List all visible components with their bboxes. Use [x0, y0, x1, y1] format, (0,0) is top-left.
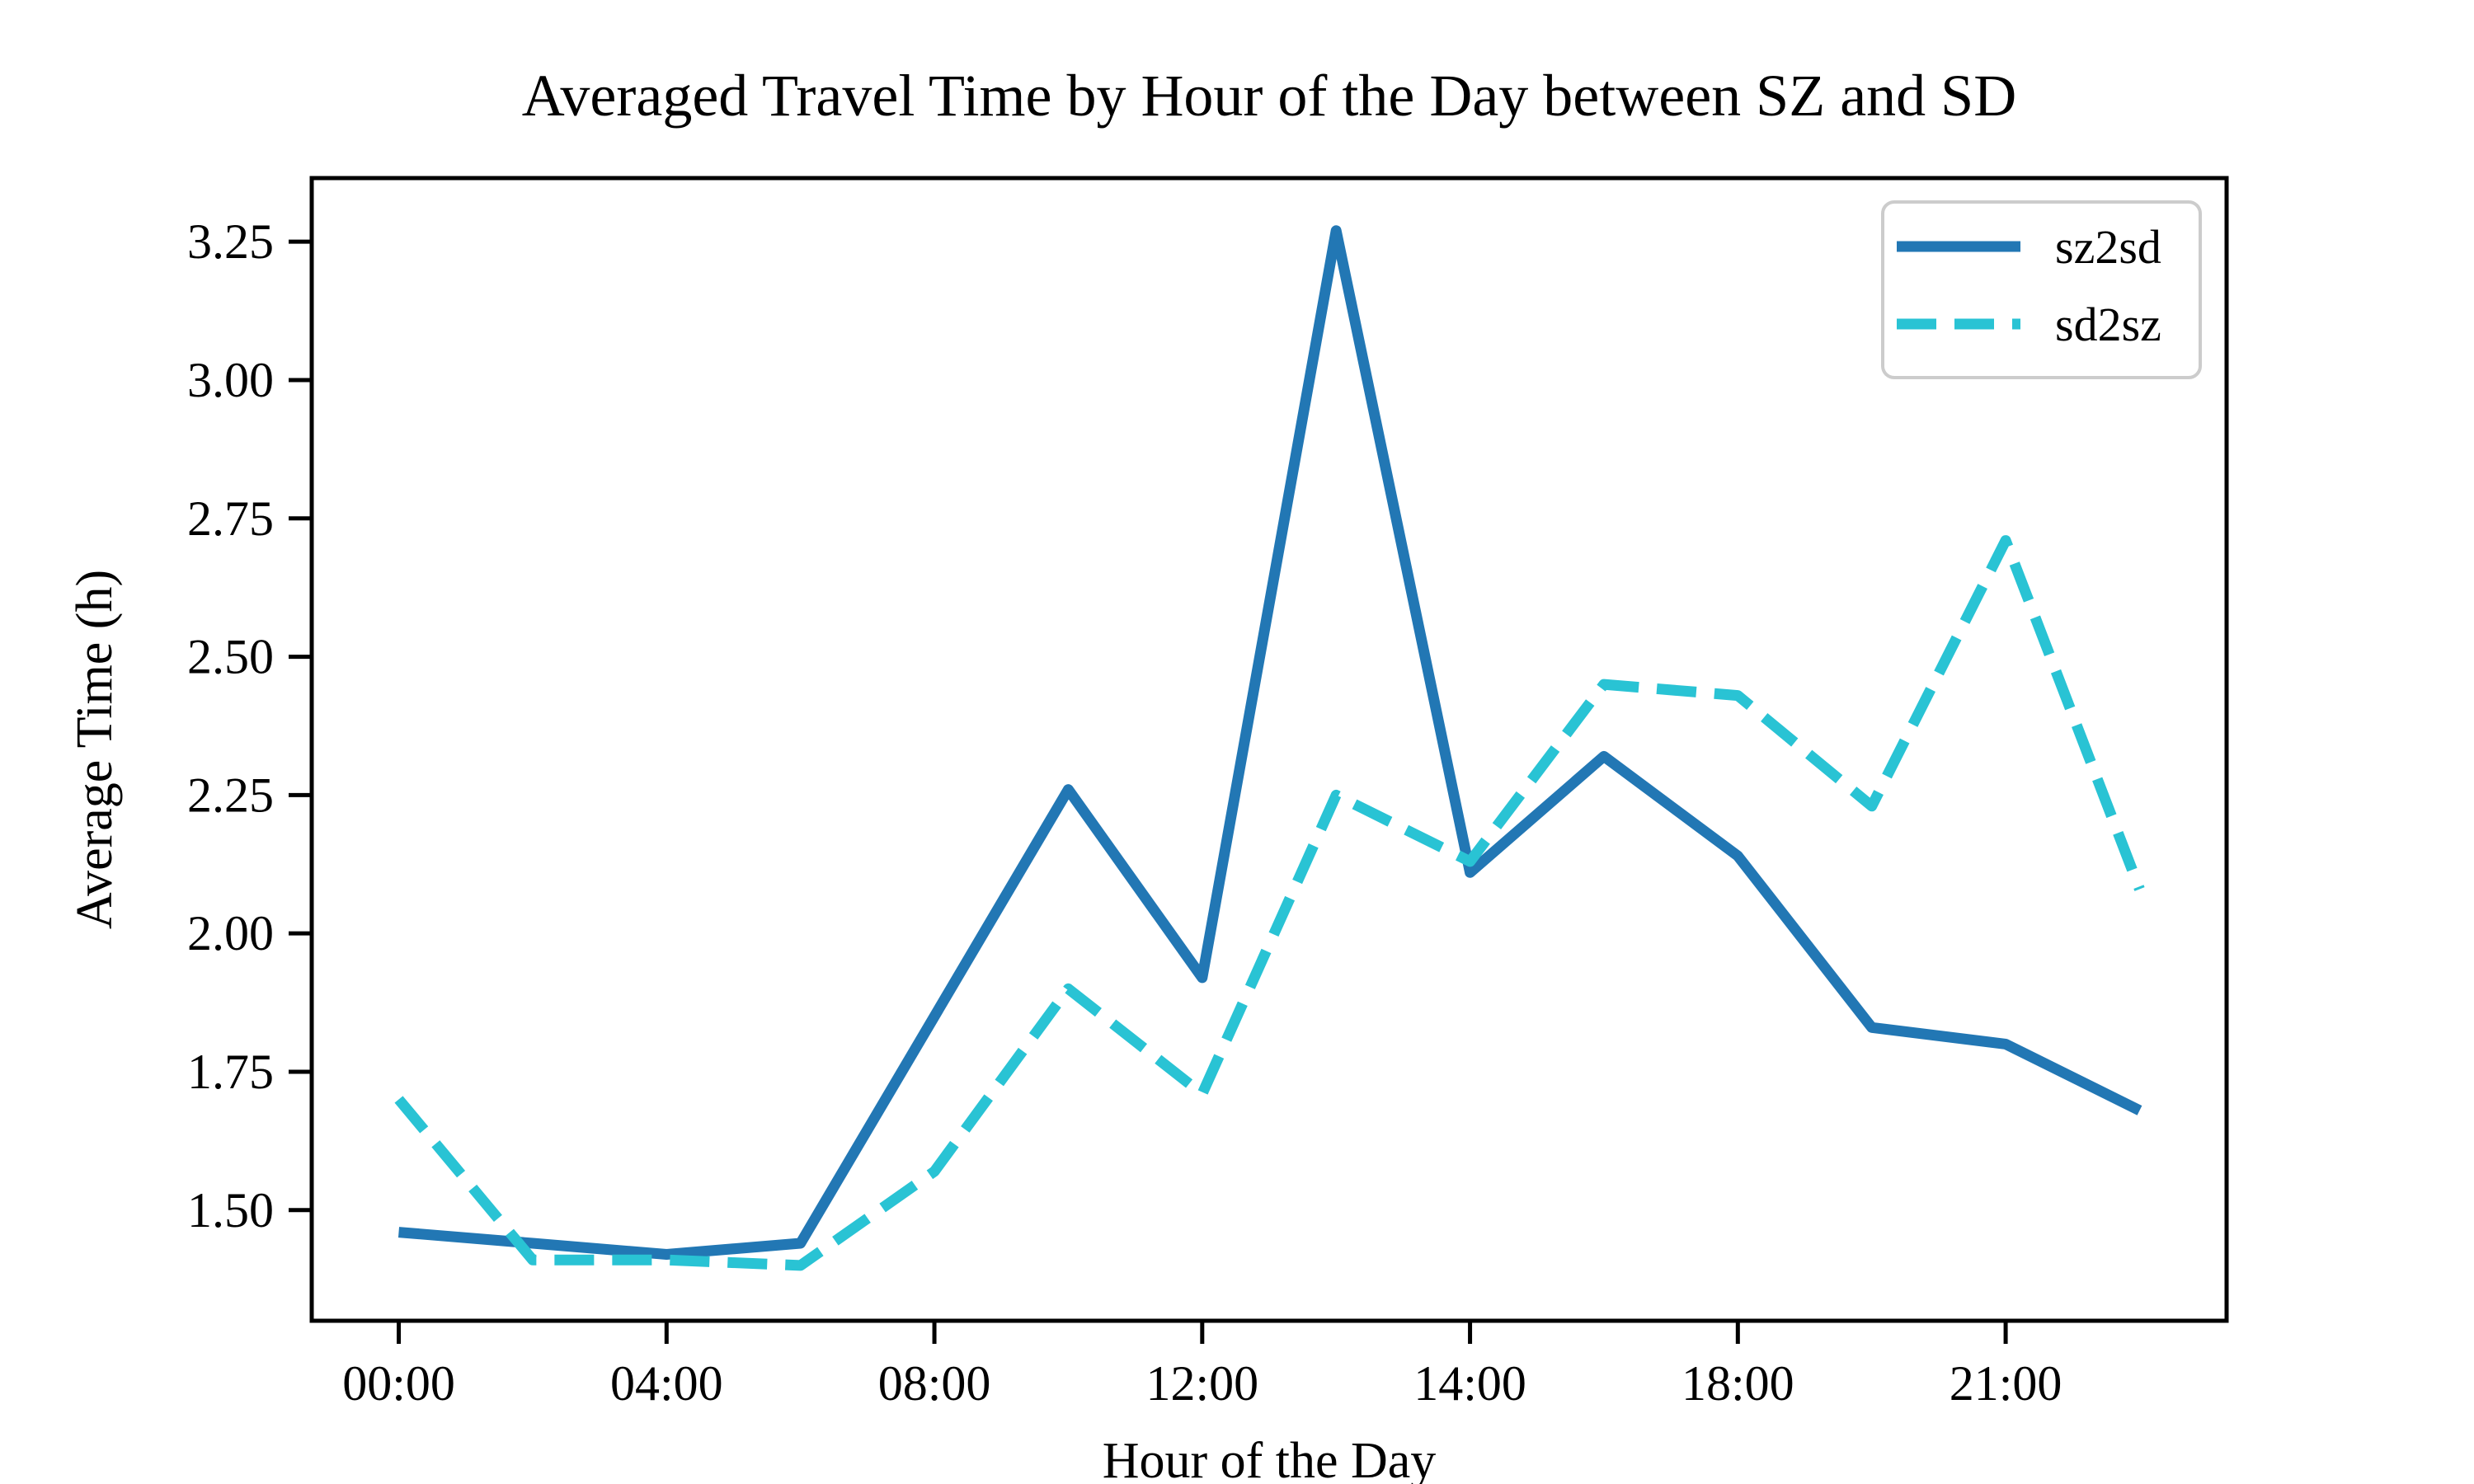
y-tick-label: 3.25	[187, 214, 274, 269]
legend: sz2sd sd2sz	[1881, 200, 2202, 379]
x-tick-label: 04:00	[610, 1356, 723, 1411]
legend-entry-sd2sz: sd2sz	[2055, 298, 2161, 351]
y-tick-label: 2.00	[187, 906, 274, 960]
y-axis-label: Average Time (h)	[67, 570, 123, 929]
series-line-sz2sd	[397, 225, 2142, 1260]
x-tick-label: 18:00	[1681, 1356, 1794, 1411]
plot-border	[309, 176, 2229, 1323]
ticks-layer: 1.50 1.75 2.00 2.25 2.50 2.75 3.00 3.25 00:00 04:…	[187, 214, 2062, 1411]
legend-entry-sz2sd: sz2sd	[2055, 220, 2161, 274]
y-tick-label: 1.50	[187, 1183, 274, 1237]
x-tick-label: 00:00	[342, 1356, 455, 1411]
y-tick-label: 2.25	[187, 768, 274, 822]
x-tick-label: 12:00	[1145, 1356, 1258, 1411]
x-tick-label: 21:00	[1950, 1356, 2062, 1411]
y-tick-label: 3.00	[187, 353, 274, 407]
x-tick-label: 08:00	[878, 1356, 991, 1411]
series-line-sd2sz	[394, 535, 2145, 1271]
x-tick-label: 14:00	[1413, 1356, 1526, 1411]
y-tick-label: 2.50	[187, 630, 274, 684]
series-layer	[394, 225, 2145, 1271]
y-tick-label: 1.75	[187, 1045, 274, 1099]
y-tick-label: 2.75	[187, 491, 274, 546]
x-axis-label: Hour of the Day	[1103, 1433, 1437, 1484]
chart-title: Averaged Travel Time by Hour of the Day …	[522, 63, 2016, 129]
